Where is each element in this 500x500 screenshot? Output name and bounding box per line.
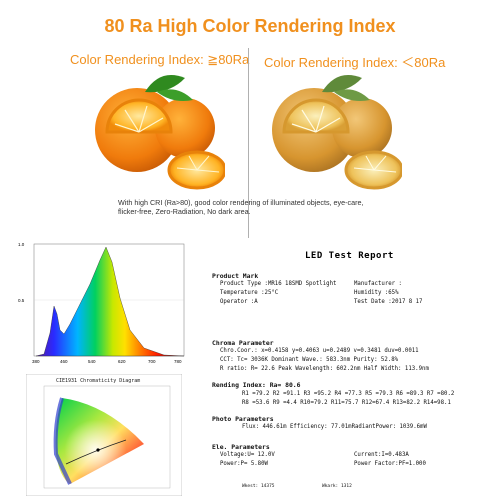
voltage: Voltage:U= 12.0V xyxy=(220,452,275,458)
footer-right: Wkark: 1312 xyxy=(322,484,352,489)
x-tick-4: 620 xyxy=(118,359,126,364)
chroma-heading: Chroma Parameter xyxy=(212,339,274,347)
test-date: Test Date :2017 8 17 xyxy=(354,299,423,305)
cct-line: CCT: Tc= 3036K Dominant Wave.: 583.3nm P… xyxy=(220,357,399,363)
report-title: LED Test Report xyxy=(305,251,394,261)
current: Current:I=0.483A xyxy=(354,452,409,458)
caption-line-2: flicker-free, Zero-Radiation, No dark ar… xyxy=(118,207,251,216)
low-cri-label: Color Rendering Index: ＜80Ra xyxy=(264,55,446,70)
orange-low-cri-image xyxy=(272,75,402,190)
product-mark-heading: Product Mark xyxy=(212,272,259,280)
cri-caption: With high CRI (Ra>80), good color render… xyxy=(118,198,408,216)
electrical-heading: Ele. Parameters xyxy=(212,443,270,451)
orange-high-cri-image xyxy=(95,75,225,190)
x-tick-3: 540 xyxy=(88,359,96,364)
page-title: 80 Ra High Color Rendering Index xyxy=(104,16,396,36)
humidity: Humidity :65% xyxy=(354,290,399,296)
temperature: Temperature :25°C xyxy=(220,290,279,296)
photo-values: Flux: 446.61m Efficiency: 77.01mRadiantP… xyxy=(242,424,427,430)
product-type: Product Type :MR16 18SMD Spotlight xyxy=(220,281,337,287)
high-cri-label: Color Rendering Index: ≧80Ra xyxy=(70,52,250,67)
footer-left: Wkest: 14375 xyxy=(242,484,275,489)
manufacturer: Manufacturer : xyxy=(354,281,402,287)
x-tick-6: 780 xyxy=(174,359,182,364)
y-tick-1: 1.0 xyxy=(18,242,25,247)
comparison-divider xyxy=(248,48,249,238)
photo-heading: Photo Parameters xyxy=(212,415,274,423)
chroma-coordinates: Chro.Coor.: x=0.4158 y=0.4063 u=0.2489 v… xyxy=(220,348,419,354)
x-tick-2: 460 xyxy=(60,359,68,364)
power: Power:P= 5.80W xyxy=(220,461,268,467)
rendering-values-2: R8 =53.6 R9 =4.4 R10=79.2 R11=75.7 R12=6… xyxy=(242,400,451,406)
power-factor: Power Factor:PF=1.000 xyxy=(354,461,426,467)
x-tick-5: 700 xyxy=(148,359,156,364)
caption-line-1: With high CRI (Ra>80), good color render… xyxy=(118,198,364,207)
y-tick-2: 0.5 xyxy=(18,298,25,303)
operator: Operator :A xyxy=(220,299,258,305)
x-tick-1: 380 xyxy=(32,359,40,364)
ratio-line: R ratio: R= 22.6 Peak Wavelength: 602.2n… xyxy=(220,366,429,372)
cie-chromaticity-diagram: CIE1931 Chromaticity Diagram xyxy=(26,374,182,496)
rendering-index-heading: Rending Index: Ra= 80.6 xyxy=(212,381,301,389)
spectrum-chart: 1.0 0.5 380 460 540 620 700 780 xyxy=(18,242,185,364)
cie-title: CIE1931 Chromaticity Diagram xyxy=(56,378,140,384)
rendering-values-1: R1 =79.2 R2 =91.1 R3 =95.2 R4 =77.3 R5 =… xyxy=(242,391,455,397)
